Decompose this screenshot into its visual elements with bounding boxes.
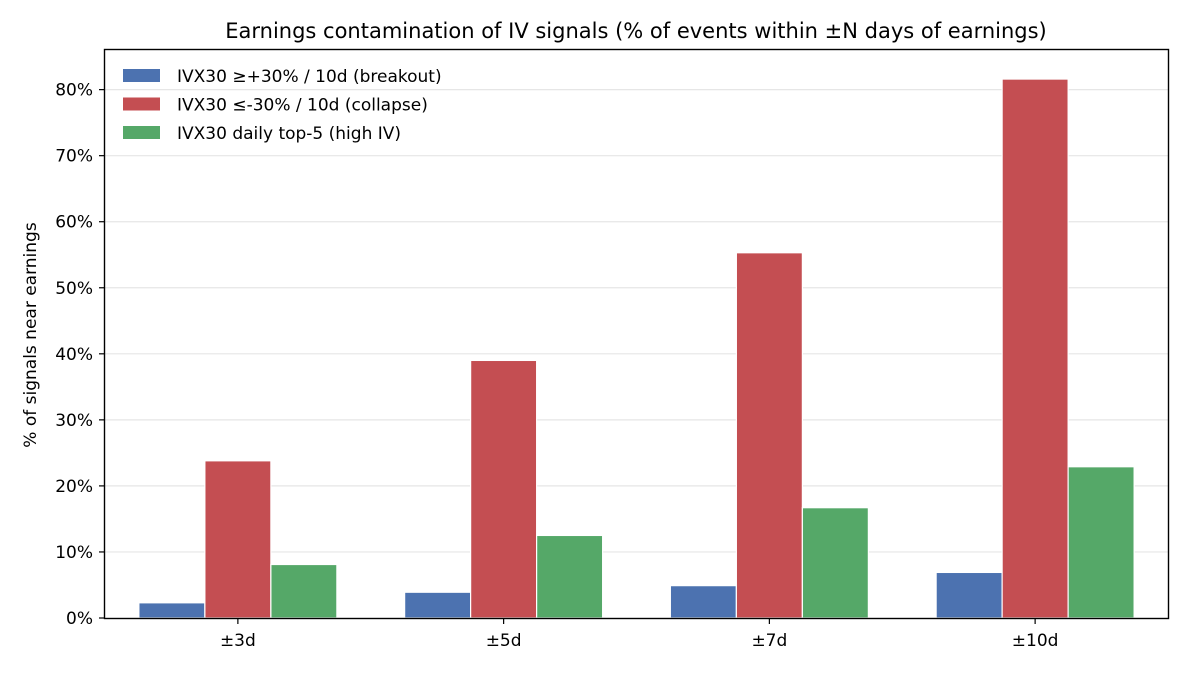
legend: IVX30 ≥+30% / 10d (breakout) IVX30 ≤-30% … <box>123 67 442 144</box>
bar-breakout <box>669 585 737 619</box>
legend-item: IVX30 ≤-30% / 10d (collapse) <box>123 96 428 116</box>
bar-breakout <box>935 571 1003 619</box>
x-tick-label: ±7d <box>751 631 787 651</box>
bar-high-iv <box>801 507 869 619</box>
y-axis-label: % of signals near earnings <box>21 222 41 448</box>
bar-collapse <box>1001 78 1069 619</box>
legend-swatch <box>123 97 160 111</box>
plot-frame <box>103 48 1170 620</box>
legend-label: IVX30 ≤-30% / 10d (collapse) <box>177 96 428 116</box>
bar-high-iv <box>536 534 604 619</box>
bars <box>138 78 1135 619</box>
y-tick-label: 50% <box>55 279 93 299</box>
x-tick-label: ±5d <box>486 631 522 651</box>
bar-collapse <box>204 460 272 619</box>
legend-item: IVX30 daily top-5 (high IV) <box>123 124 401 144</box>
y-axis-ticks: 0% 10% 20% 30% 40% 50% 60% 70% 80% <box>55 81 105 629</box>
bar-high-iv <box>270 563 338 619</box>
y-tick-label: 80% <box>55 81 93 101</box>
legend-label: IVX30 ≥+30% / 10d (breakout) <box>177 67 442 87</box>
bar-high-iv <box>1067 466 1135 619</box>
y-tick-label: 0% <box>66 609 93 629</box>
x-tick-label: ±10d <box>1012 631 1059 651</box>
chart-title: Earnings contamination of IV signals (% … <box>225 19 1047 43</box>
bar-collapse <box>470 359 538 619</box>
x-tick-label: ±3d <box>220 631 256 651</box>
y-tick-label: 40% <box>55 345 93 365</box>
gridlines <box>105 89 1168 553</box>
legend-label: IVX30 daily top-5 (high IV) <box>177 124 401 144</box>
y-tick-label: 30% <box>55 411 93 431</box>
y-tick-label: 70% <box>55 147 93 167</box>
y-tick-label: 20% <box>55 477 93 497</box>
bar-breakout <box>138 602 206 619</box>
legend-item: IVX30 ≥+30% / 10d (breakout) <box>123 67 442 87</box>
x-axis-ticks: ±3d ±5d ±7d ±10d <box>220 618 1059 651</box>
y-tick-label: 60% <box>55 213 93 233</box>
legend-swatch <box>123 126 160 139</box>
bar-collapse <box>735 252 803 619</box>
bar-breakout <box>404 591 472 619</box>
legend-swatch <box>123 69 160 82</box>
y-tick-label: 10% <box>55 543 93 563</box>
